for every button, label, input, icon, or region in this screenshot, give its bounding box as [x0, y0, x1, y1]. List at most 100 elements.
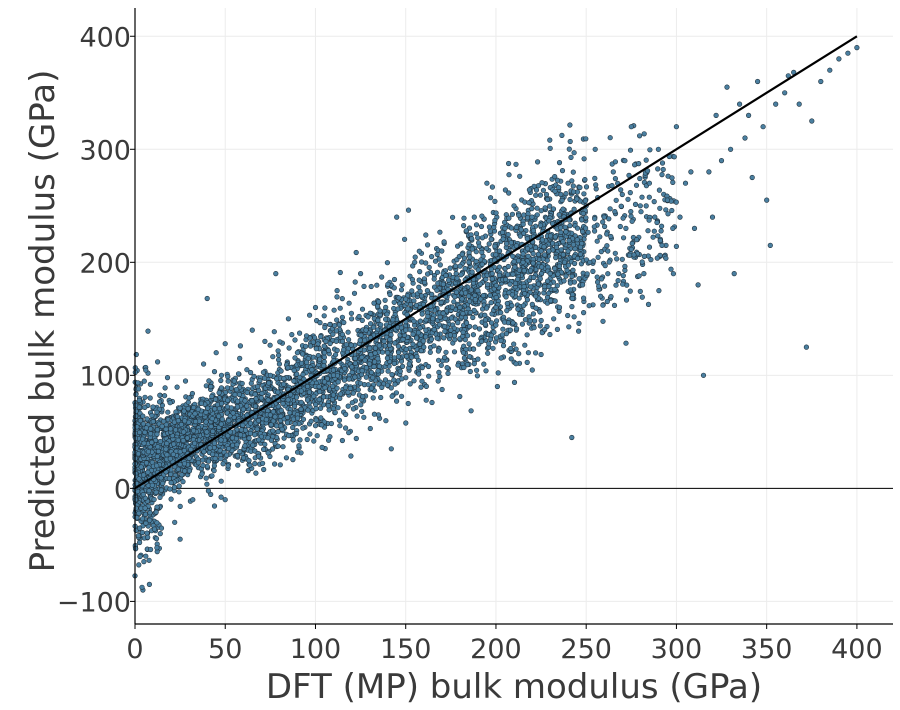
data-point-4700	[136, 386, 142, 392]
data-point-1571	[394, 398, 400, 404]
data-point-3551	[274, 376, 280, 382]
data-point-4031	[520, 230, 527, 236]
data-point-3776	[467, 254, 473, 260]
data-point-4473	[571, 279, 578, 285]
data-point-4101	[323, 338, 329, 345]
data-point-4785	[489, 271, 495, 277]
data-point-3849	[537, 309, 543, 315]
data-point-3642	[252, 432, 258, 438]
data-point-3357	[211, 440, 218, 446]
data-point-3449	[370, 375, 376, 381]
data-point-2830	[262, 441, 268, 448]
data-point-3490	[357, 380, 364, 386]
data-point-2752	[218, 494, 224, 500]
data-point-4338	[552, 298, 558, 304]
data-point-4289	[458, 272, 464, 278]
data-point-312	[174, 384, 180, 390]
data-point-3114	[414, 354, 420, 360]
data-point-3948	[423, 327, 429, 333]
data-point-2060	[168, 471, 174, 477]
data-point-680	[450, 214, 456, 220]
data-point-3311	[246, 435, 252, 441]
data-point-2854	[583, 215, 589, 221]
data-point-1513	[365, 382, 371, 388]
data-point-3227	[442, 354, 448, 361]
data-point-1999	[153, 535, 160, 542]
data-point-4189	[440, 310, 446, 316]
data-point-4381	[475, 356, 481, 362]
data-point-2132	[241, 455, 247, 461]
data-point-4516	[493, 252, 499, 258]
data-point-4673	[660, 166, 666, 173]
data-point-615	[470, 314, 476, 321]
data-point-278	[439, 386, 445, 393]
data-point-4786	[493, 304, 499, 311]
grid-layer	[134, 8, 893, 624]
data-point-4320	[627, 288, 633, 294]
data-point-4415	[516, 351, 522, 357]
data-point-2273	[554, 177, 561, 183]
data-point-2658	[186, 468, 193, 474]
data-point-2116	[189, 390, 195, 397]
data-point-4762	[385, 350, 391, 356]
data-point-4154	[155, 444, 161, 450]
data-point-3977	[135, 451, 141, 457]
data-point-4720	[204, 295, 210, 302]
data-point-3682	[133, 413, 139, 419]
data-point-2239	[292, 337, 298, 343]
data-point-4801	[561, 259, 568, 265]
data-point-4731	[244, 367, 250, 373]
data-point-3614	[148, 546, 154, 553]
data-point-4852	[796, 101, 802, 107]
data-point-1884	[399, 363, 406, 370]
data-point-1635	[261, 466, 267, 473]
data-point-3603	[576, 320, 582, 327]
data-point-3258	[436, 322, 443, 328]
data-point-2479	[516, 212, 522, 218]
data-point-4651	[604, 243, 610, 249]
data-point-4208	[620, 273, 626, 279]
data-point-1186	[534, 159, 541, 165]
data-point-4741	[291, 378, 297, 384]
data-point-4119	[362, 337, 368, 343]
data-point-2150	[519, 321, 526, 327]
data-point-1231	[409, 276, 416, 283]
data-point-4724	[219, 401, 225, 407]
data-point-3224	[466, 341, 472, 347]
data-point-3938	[307, 312, 313, 318]
data-point-4441	[594, 274, 600, 280]
data-point-4715	[186, 395, 192, 401]
data-point-2369	[145, 534, 151, 540]
data-point-2608	[533, 187, 540, 193]
data-point-1554	[354, 413, 360, 419]
data-point-2780	[346, 430, 352, 436]
data-point-4040	[304, 397, 311, 403]
data-point-2502	[375, 317, 381, 323]
data-point-4773	[435, 378, 441, 384]
data-point-4804	[574, 237, 580, 243]
data-point-3000	[473, 258, 479, 265]
data-point-4079	[513, 161, 519, 167]
data-point-4560	[539, 264, 545, 270]
data-point-2893	[350, 406, 357, 412]
data-point-4552	[608, 294, 614, 300]
data-point-3811	[372, 345, 379, 351]
data-point-4084	[338, 391, 344, 397]
data-point-3347	[308, 418, 314, 424]
data-point-2375	[455, 362, 461, 368]
data-point-4089	[447, 265, 453, 271]
data-point-4291	[517, 233, 523, 239]
data-point-3443	[378, 394, 384, 401]
data-point-4794	[529, 214, 535, 220]
data-point-4396	[558, 229, 564, 235]
data-point-2729	[493, 322, 499, 328]
data-point-4580	[636, 161, 642, 167]
data-point-3751	[253, 470, 259, 476]
data-point-4462	[479, 261, 485, 268]
data-point-4798	[547, 271, 553, 277]
data-point-2009	[385, 368, 391, 374]
data-point-4672	[612, 159, 619, 165]
data-point-4045	[552, 266, 558, 272]
data-point-2905	[147, 517, 153, 523]
data-point-3696	[322, 324, 328, 331]
